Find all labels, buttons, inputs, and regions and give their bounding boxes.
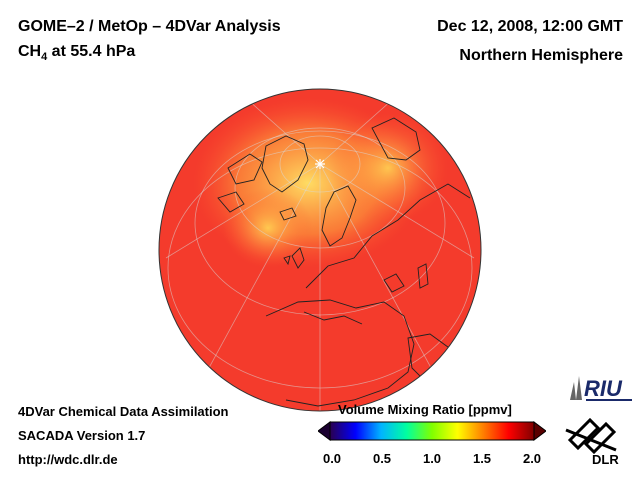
footer-line-2: SACADA Version 1.7: [18, 428, 146, 443]
globe-map: [158, 88, 482, 412]
high-field-region: [223, 188, 313, 268]
species-level-label: CH4 at 55.4 hPa: [18, 43, 135, 63]
datetime-label: Dec 12, 2008, 12:00 GMT: [437, 18, 623, 35]
colorbar-title: Volume Mixing Ratio [ppmv]: [338, 402, 512, 417]
colorbar-tick-label: 1.0: [422, 451, 442, 466]
dlr-logo: DLR: [565, 417, 619, 466]
colorbar-tick-label: 2.0: [522, 451, 542, 466]
colorbar-max-arrow: [533, 421, 546, 441]
colorbar-tick-label: 0.0: [322, 451, 342, 466]
level-text: at 55.4 hPa: [47, 43, 136, 60]
dlr-logo-text: DLR: [592, 452, 619, 466]
map-title: GOME–2 / MetOp – 4DVar Analysis: [18, 18, 281, 35]
footer-url-link[interactable]: http://wdc.dlr.de: [18, 452, 118, 467]
high-field-region: [328, 113, 448, 223]
riu-logo: RIU: [570, 376, 632, 401]
colorbar-tick-label: 0.5: [372, 451, 392, 466]
colorbar-tick-label: 1.5: [472, 451, 492, 466]
footer-line-1: 4DVar Chemical Data Assimilation: [18, 404, 229, 419]
species-main: CH: [18, 43, 42, 60]
colorbar: [318, 421, 546, 441]
graticule: [165, 99, 475, 411]
colorbar-gradient: [329, 421, 535, 441]
species-subscript: 4: [41, 51, 48, 64]
riu-logo-text: RIU: [584, 376, 623, 401]
pole-marker: [315, 159, 325, 169]
region-label: Northern Hemisphere: [459, 47, 623, 64]
coastlines: [217, 117, 471, 407]
colorbar-min-arrow: [318, 421, 331, 441]
